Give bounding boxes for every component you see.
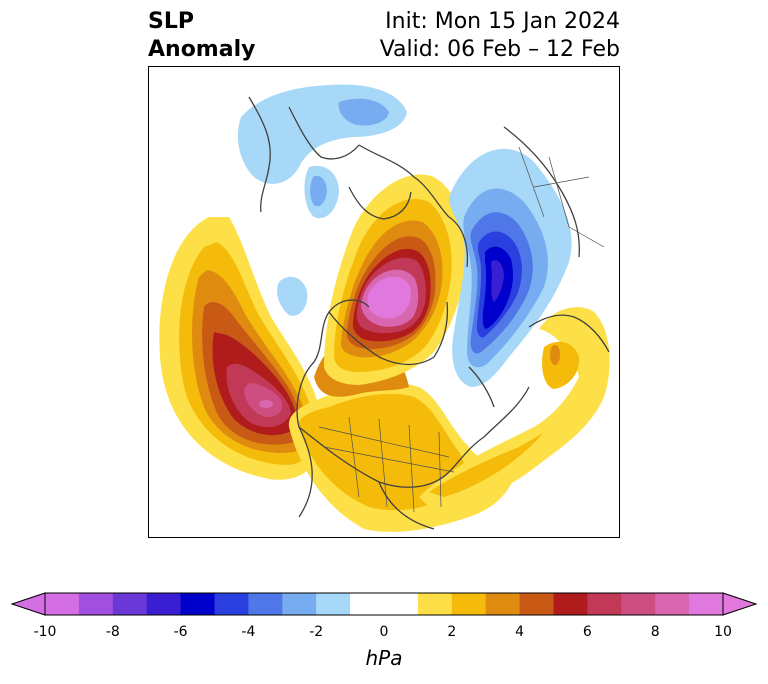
colorbar — [10, 592, 758, 616]
political-borders — [318, 146, 605, 513]
colorbar-segment — [384, 593, 419, 615]
anomaly-westcoast-neg — [277, 276, 308, 316]
init-date: Init: Mon 15 Jan 2024 — [385, 9, 620, 34]
colorbar-segment — [214, 593, 249, 615]
title-variable-anomaly: Anomaly — [148, 37, 256, 62]
colorbar-tick-label: 6 — [582, 624, 592, 640]
map-dates: Init: Mon 15 Jan 2024 Valid: 06 Feb – 12… — [380, 8, 620, 64]
anomaly-eurasia-neg6 — [491, 260, 504, 302]
colorbar-segment — [553, 593, 588, 615]
anomaly-namerica-3 — [298, 393, 465, 511]
colorbar-segment — [78, 593, 114, 615]
anomaly-pacific-neg2 — [310, 175, 327, 207]
coastlines — [248, 96, 610, 530]
colorbar-tick-label: 2 — [447, 624, 457, 640]
anomaly-atlantic-3 — [429, 432, 544, 497]
colorbar-tick-label: 10 — [714, 624, 732, 640]
anomaly-pacific-max — [259, 400, 273, 408]
colorbar-segment — [316, 593, 351, 615]
colorbar-segment — [146, 593, 182, 615]
title-variable: SLP — [148, 9, 194, 34]
colorbar-extend-low — [10, 592, 46, 616]
colorbar-segment — [112, 593, 148, 615]
colorbar-segment — [587, 593, 622, 615]
colorbar-tick-label: 4 — [515, 624, 525, 640]
colorbar-tick-label: -8 — [105, 624, 120, 640]
colorbar-segment — [519, 593, 554, 615]
anomaly-arctic-9 — [367, 276, 411, 319]
colorbar-segment — [689, 593, 724, 615]
colorbar-segment — [655, 593, 690, 615]
colorbar-units: hPa — [365, 646, 403, 670]
map-title: SLP Anomaly — [148, 8, 255, 64]
colorbar-segment — [485, 593, 521, 615]
map-canvas — [159, 84, 610, 532]
anomaly-atlantic-4 — [550, 345, 560, 365]
colorbar-segment — [180, 593, 215, 615]
colorbar-frame — [44, 592, 724, 616]
colorbar-tick-label: -10 — [33, 624, 57, 640]
anomaly-pacific-8 — [244, 383, 283, 417]
anomaly-map — [148, 66, 620, 538]
colorbar-segment — [248, 593, 283, 615]
valid-range: Valid: 06 Feb – 12 Feb — [379, 37, 620, 62]
colorbar-segment — [621, 593, 656, 615]
colorbar-segment — [282, 593, 317, 615]
colorbar-segment — [451, 593, 487, 615]
colorbar-tick-label: -2 — [309, 624, 324, 640]
colorbar-segment — [350, 593, 385, 615]
anomaly-alaska-neg2 — [338, 98, 389, 126]
colorbar-tick-label: 0 — [379, 624, 389, 640]
colorbar-tick-label: 8 — [650, 624, 660, 640]
colorbar-segment — [417, 593, 453, 615]
colorbar-extend-high — [722, 592, 758, 616]
anomaly-atlantic-3b — [542, 341, 580, 389]
colorbar-ticks: -10 -8 -6 -4 -2 0 2 4 6 8 10 — [0, 624, 768, 644]
colorbar-segment — [45, 593, 80, 615]
colorbar-tick-label: -4 — [241, 624, 256, 640]
colorbar-tick-label: -6 — [173, 624, 188, 640]
